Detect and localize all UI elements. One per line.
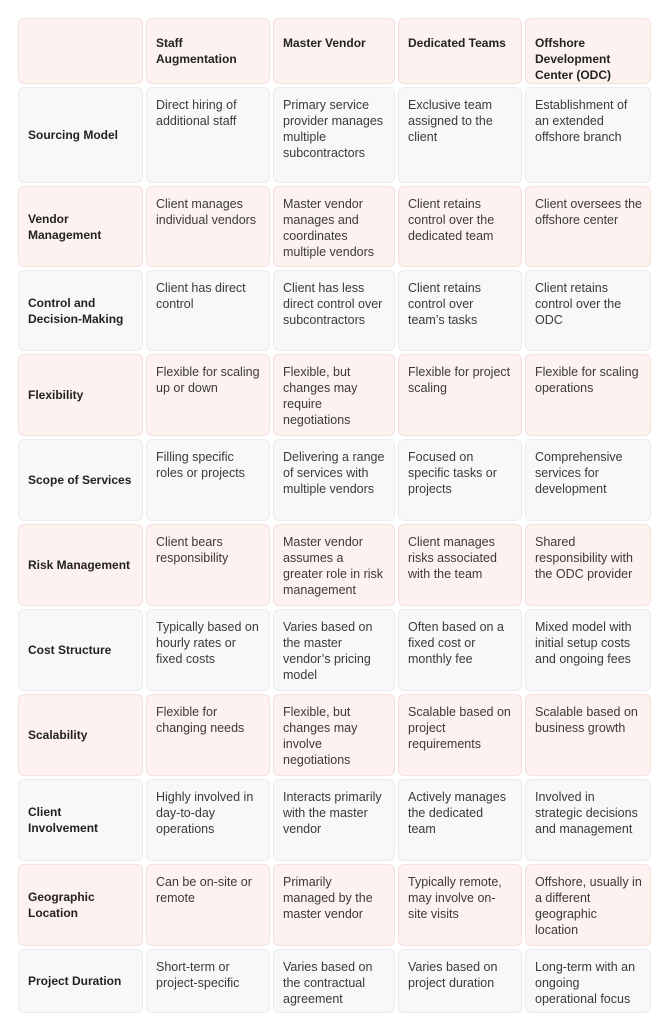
- corner-cell: [18, 18, 143, 84]
- table-cell: Master vendor manages and coordinates mu…: [273, 186, 395, 267]
- table-cell: Direct hiring of additional staff: [146, 87, 270, 183]
- table-cell: Typically based on hourly rates or fixed…: [146, 609, 270, 691]
- table-cell: Flexible for scaling up or down: [146, 354, 270, 436]
- column-header: Offshore Development Center (ODC): [525, 18, 651, 84]
- table-cell: Interacts primarily with the master vend…: [273, 779, 395, 861]
- table-cell: Short-term or project-specific: [146, 949, 270, 1013]
- table-cell: Flexible for changing needs: [146, 694, 270, 776]
- row-label: Project Duration: [18, 949, 143, 1013]
- table-cell: Flexible, but changes may require negoti…: [273, 354, 395, 436]
- table-cell: Focused on specific tasks or projects: [398, 439, 522, 521]
- column-header: Staff Augmentation: [146, 18, 270, 84]
- table-cell: Scalable based on business growth: [525, 694, 651, 776]
- row-label: Scope of Services: [18, 439, 143, 521]
- table-cell: Establishment of an extended offshore br…: [525, 87, 651, 183]
- table-cell: Long-term with an ongoing operational fo…: [525, 949, 651, 1013]
- row-label: Scalability: [18, 694, 143, 776]
- table-cell: Primary service provider manages multipl…: [273, 87, 395, 183]
- table-cell: Varies based on project duration: [398, 949, 522, 1013]
- table-cell: Highly involved in day-to-day operations: [146, 779, 270, 861]
- table-cell: Varies based on the contractual agreemen…: [273, 949, 395, 1013]
- table-cell: Shared responsibility with the ODC provi…: [525, 524, 651, 606]
- table-cell: Filling specific roles or projects: [146, 439, 270, 521]
- table-cell: Varies based on the master vendor’s pric…: [273, 609, 395, 691]
- table-cell: Involved in strategic decisions and mana…: [525, 779, 651, 861]
- table-cell: Primarily managed by the master vendor: [273, 864, 395, 946]
- comparison-table: Staff Augmentation Master Vendor Dedicated…: [18, 18, 651, 1013]
- table-cell: Client has less direct control over subc…: [273, 270, 395, 351]
- column-header: Master Vendor: [273, 18, 395, 84]
- table-cell: Offshore, usually in a different geograp…: [525, 864, 651, 946]
- table-cell: Flexible for project scaling: [398, 354, 522, 436]
- table-cell: Exclusive team assigned to the client: [398, 87, 522, 183]
- row-label: Cost Structure: [18, 609, 143, 691]
- column-header: Dedicated Teams: [398, 18, 522, 84]
- table-cell: Scalable based on project requirements: [398, 694, 522, 776]
- table-cell: Delivering a range of services with mult…: [273, 439, 395, 521]
- table-cell: Client has direct control: [146, 270, 270, 351]
- table-cell: Client retains control over the ODC: [525, 270, 651, 351]
- row-label: Flexibility: [18, 354, 143, 436]
- table-cell: Client bears responsibility: [146, 524, 270, 606]
- table-cell: Client retains control over the dedicate…: [398, 186, 522, 267]
- table-cell: Flexible, but changes may involve negoti…: [273, 694, 395, 776]
- table-cell: Often based on a fixed cost or monthly f…: [398, 609, 522, 691]
- table-cell: Client oversees the offshore center: [525, 186, 651, 267]
- table-cell: Master vendor assumes a greater role in …: [273, 524, 395, 606]
- table-cell: Mixed model with initial setup costs and…: [525, 609, 651, 691]
- table-cell: Client manages individual vendors: [146, 186, 270, 267]
- table-cell: Typically remote, may involve on-site vi…: [398, 864, 522, 946]
- table-cell: Client retains control over team’s tasks: [398, 270, 522, 351]
- row-label: Vendor Management: [18, 186, 143, 267]
- table-cell: Can be on-site or remote: [146, 864, 270, 946]
- row-label: Geographic Location: [18, 864, 143, 946]
- table-cell: Actively manages the dedicated team: [398, 779, 522, 861]
- row-label: Client Involvement: [18, 779, 143, 861]
- row-label: Sourcing Model: [18, 87, 143, 183]
- table-cell: Comprehensive services for development: [525, 439, 651, 521]
- table-cell: Client manages risks associated with the…: [398, 524, 522, 606]
- row-label: Control and Decision-Making: [18, 270, 143, 351]
- row-label: Risk Management: [18, 524, 143, 606]
- table-cell: Flexible for scaling operations: [525, 354, 651, 436]
